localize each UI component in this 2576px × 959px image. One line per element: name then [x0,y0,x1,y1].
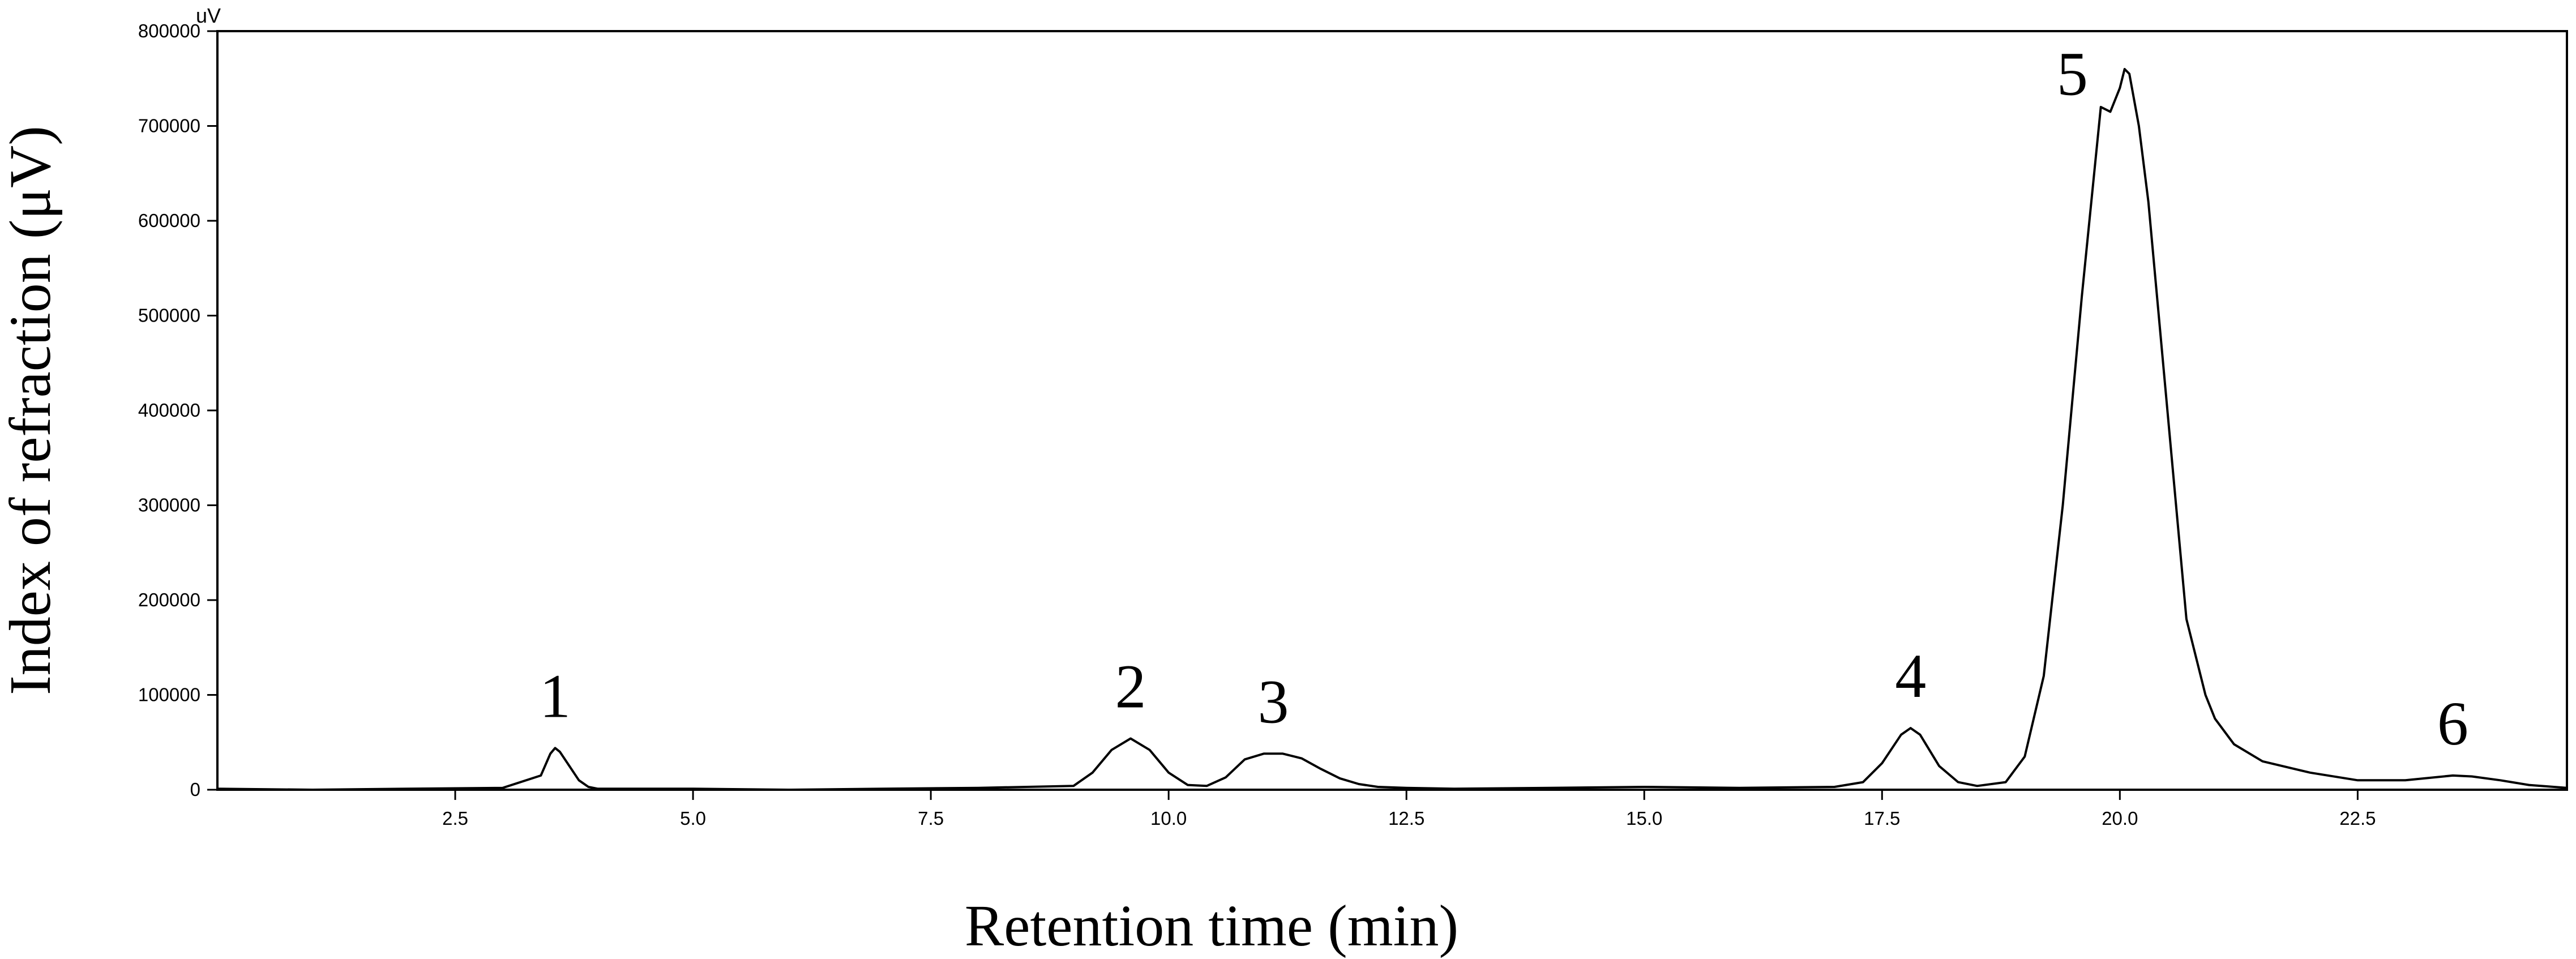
peak-label-2: 2 [1115,652,1146,721]
y-tick-label: 300000 [138,495,200,516]
y-tick-label: 700000 [138,115,200,136]
x-tick-label: 5.0 [680,808,706,829]
x-axis-title: Retention time (min) [965,893,1458,958]
y-tick-label: 400000 [138,400,200,421]
y-tick-label: 100000 [138,684,200,705]
peak-label-3: 3 [1257,667,1289,736]
y-tick-label: 200000 [138,589,200,610]
x-axis: 2.5 5.0 7.5 10.0 12.5 15.0 17.5 20.0 22.5 [442,790,2376,829]
peak-label-4: 4 [1895,641,1926,710]
y-tick-label: 600000 [138,210,200,231]
x-tick-label: 2.5 [442,808,468,829]
x-tick-label: 10.0 [1150,808,1187,829]
x-tick-label: 20.0 [2102,808,2138,829]
peak-label-1: 1 [540,661,571,730]
y-tick-label: 500000 [138,305,200,326]
y-tick-label: 0 [190,779,200,800]
x-tick-label: 12.5 [1388,808,1424,829]
x-tick-label: 22.5 [2339,808,2376,829]
y-unit-label: uV [196,4,221,27]
x-tick-label: 7.5 [918,808,944,829]
peak-label-6: 6 [2437,689,2468,758]
chromatogram-trace [217,68,2568,791]
y-tick-label: 800000 [138,20,200,41]
peak-label-5: 5 [2057,40,2088,109]
y-axis: 0 100000 200000 300000 400000 500000 600000 700… [138,20,217,800]
y-axis-title: Index of refraction (μV) [0,126,63,695]
x-tick-label: 17.5 [1864,808,1900,829]
peak-labels: 1 2 3 4 5 6 [540,40,2468,758]
x-tick-label: 15.0 [1626,808,1662,829]
